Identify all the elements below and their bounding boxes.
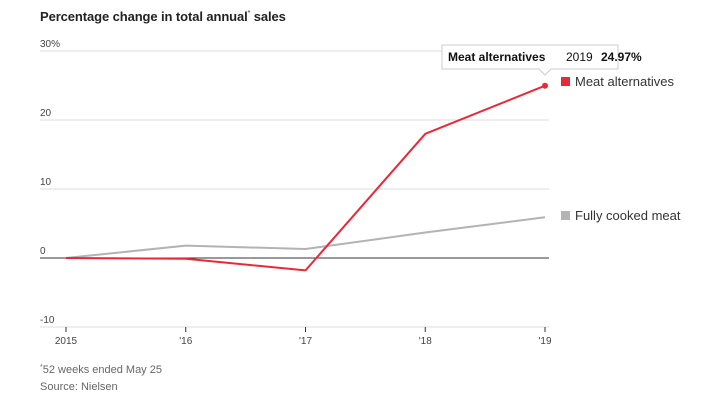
tooltip: Meat alternatives 2019 24.97%: [441, 44, 642, 76]
tooltip-box: [441, 44, 619, 70]
footnote-marker: *: [40, 364, 43, 371]
chart-title-marker: *: [247, 10, 251, 17]
legend-label: Fully cooked meat: [575, 208, 681, 223]
legend-swatch: [561, 211, 570, 220]
footnote-text: 52 weeks ended May 25: [42, 364, 162, 376]
x-axis-ticks: 2015 '16 '17 '18 '19: [55, 327, 552, 347]
y-tick-label: 0: [40, 246, 46, 257]
series-lines: [65, 82, 548, 272]
x-tick-label: '19: [538, 336, 551, 347]
y-tick-label: 30%: [40, 39, 60, 50]
y-tick-label: 20: [40, 108, 52, 119]
tooltip-year: 2019: [566, 50, 593, 64]
highlight-point[interactable]: [542, 82, 548, 89]
tooltip-value: 24.97%: [601, 50, 642, 64]
x-tick-label: '18: [419, 336, 432, 347]
gridlines: [40, 50, 549, 328]
chart-title-text: Percentage change in total annual: [40, 9, 248, 24]
tooltip-pointer: [538, 68, 552, 76]
legend-swatch: [561, 77, 570, 86]
tooltip-series: Meat alternatives: [448, 50, 546, 64]
legend-label: Meat alternatives: [575, 74, 674, 89]
footnote: *52 weeks ended May 25: [40, 364, 162, 376]
y-tick-label: 10: [40, 177, 52, 188]
series-line-fully-cooked-meat: [65, 216, 546, 259]
legend: Fully cooked meat Meat alternatives: [561, 74, 681, 223]
source-note: Source: Nielsen: [40, 381, 118, 393]
y-axis-ticks: -10 0 10 20 30%: [40, 39, 60, 326]
x-tick-label: '16: [179, 336, 192, 347]
y-tick-label: -10: [40, 315, 55, 326]
series-line-meat-alternatives: [65, 84, 546, 272]
chart-title: Percentage change in total annual* sales: [40, 9, 286, 24]
x-tick-label: '17: [299, 336, 312, 347]
chart-title-suffix: sales: [253, 9, 286, 24]
x-tick-label: 2015: [55, 336, 78, 347]
